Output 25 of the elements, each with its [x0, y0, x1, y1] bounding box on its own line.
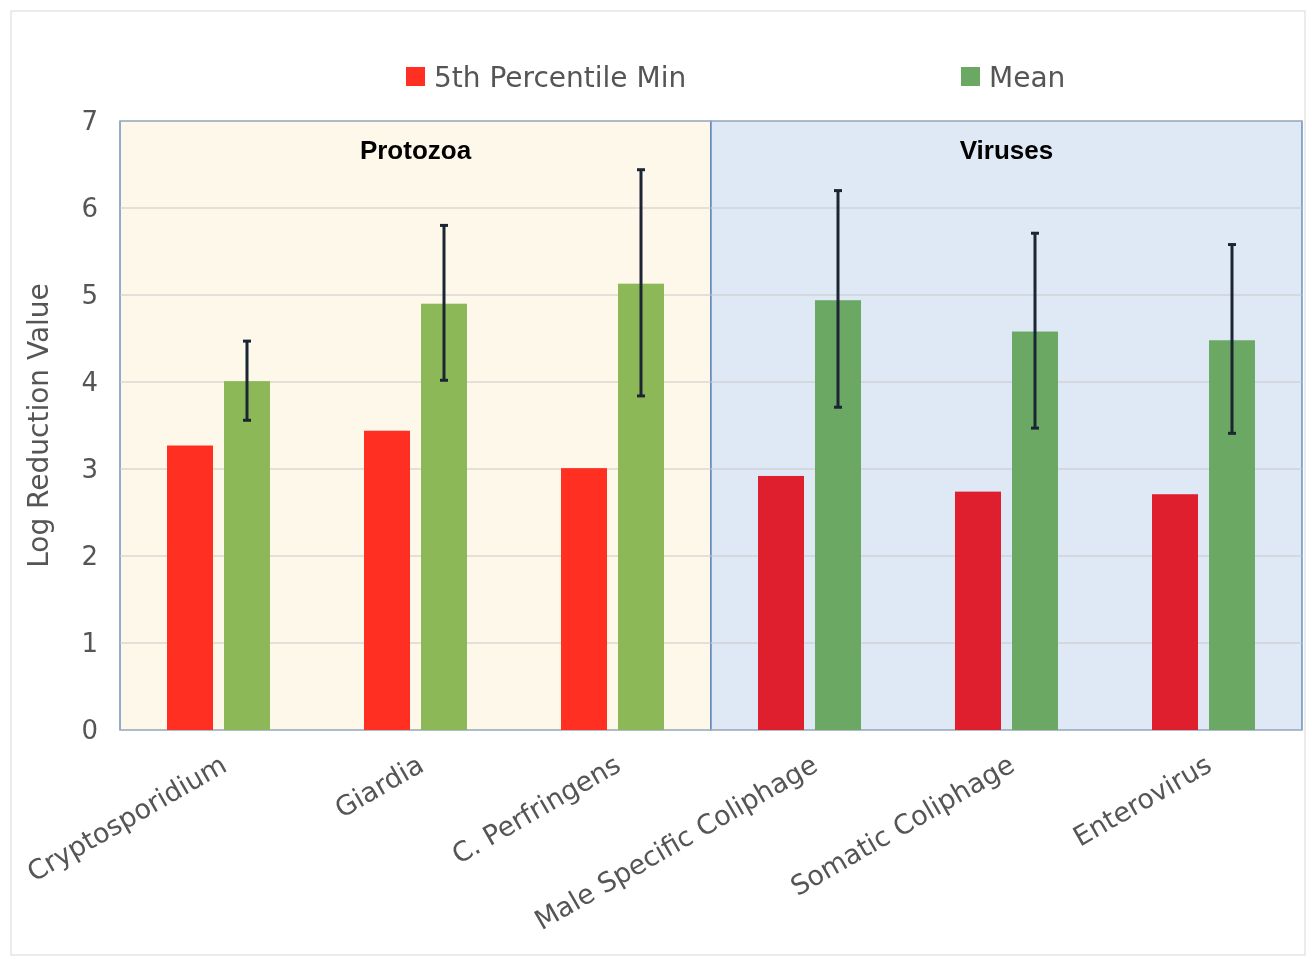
y-tick-label: 2 — [81, 541, 98, 572]
bar — [421, 303, 467, 730]
bar — [167, 445, 213, 730]
bar — [955, 491, 1001, 730]
legend-label: 5th Percentile Min — [434, 60, 687, 94]
bar — [815, 300, 861, 730]
bar — [561, 468, 607, 730]
bar — [1152, 494, 1198, 730]
y-tick-label: 1 — [81, 628, 98, 659]
y-tick-label: 0 — [81, 715, 98, 746]
y-tick-label: 3 — [81, 454, 98, 485]
y-axis-title: Log Reduction Value — [22, 283, 55, 568]
y-tick-label: 5 — [81, 280, 98, 311]
y-tick-label: 7 — [81, 106, 98, 137]
bar — [1209, 340, 1255, 730]
bar — [224, 381, 270, 730]
bar — [618, 283, 664, 730]
bar — [1012, 331, 1058, 730]
y-tick-label: 6 — [81, 193, 98, 224]
band-label: Viruses — [959, 135, 1054, 165]
y-tick-label: 4 — [81, 367, 98, 398]
band-label: Protozoa — [359, 135, 472, 165]
legend-label: Mean — [989, 60, 1066, 94]
bar — [364, 430, 410, 730]
bar — [758, 475, 804, 730]
